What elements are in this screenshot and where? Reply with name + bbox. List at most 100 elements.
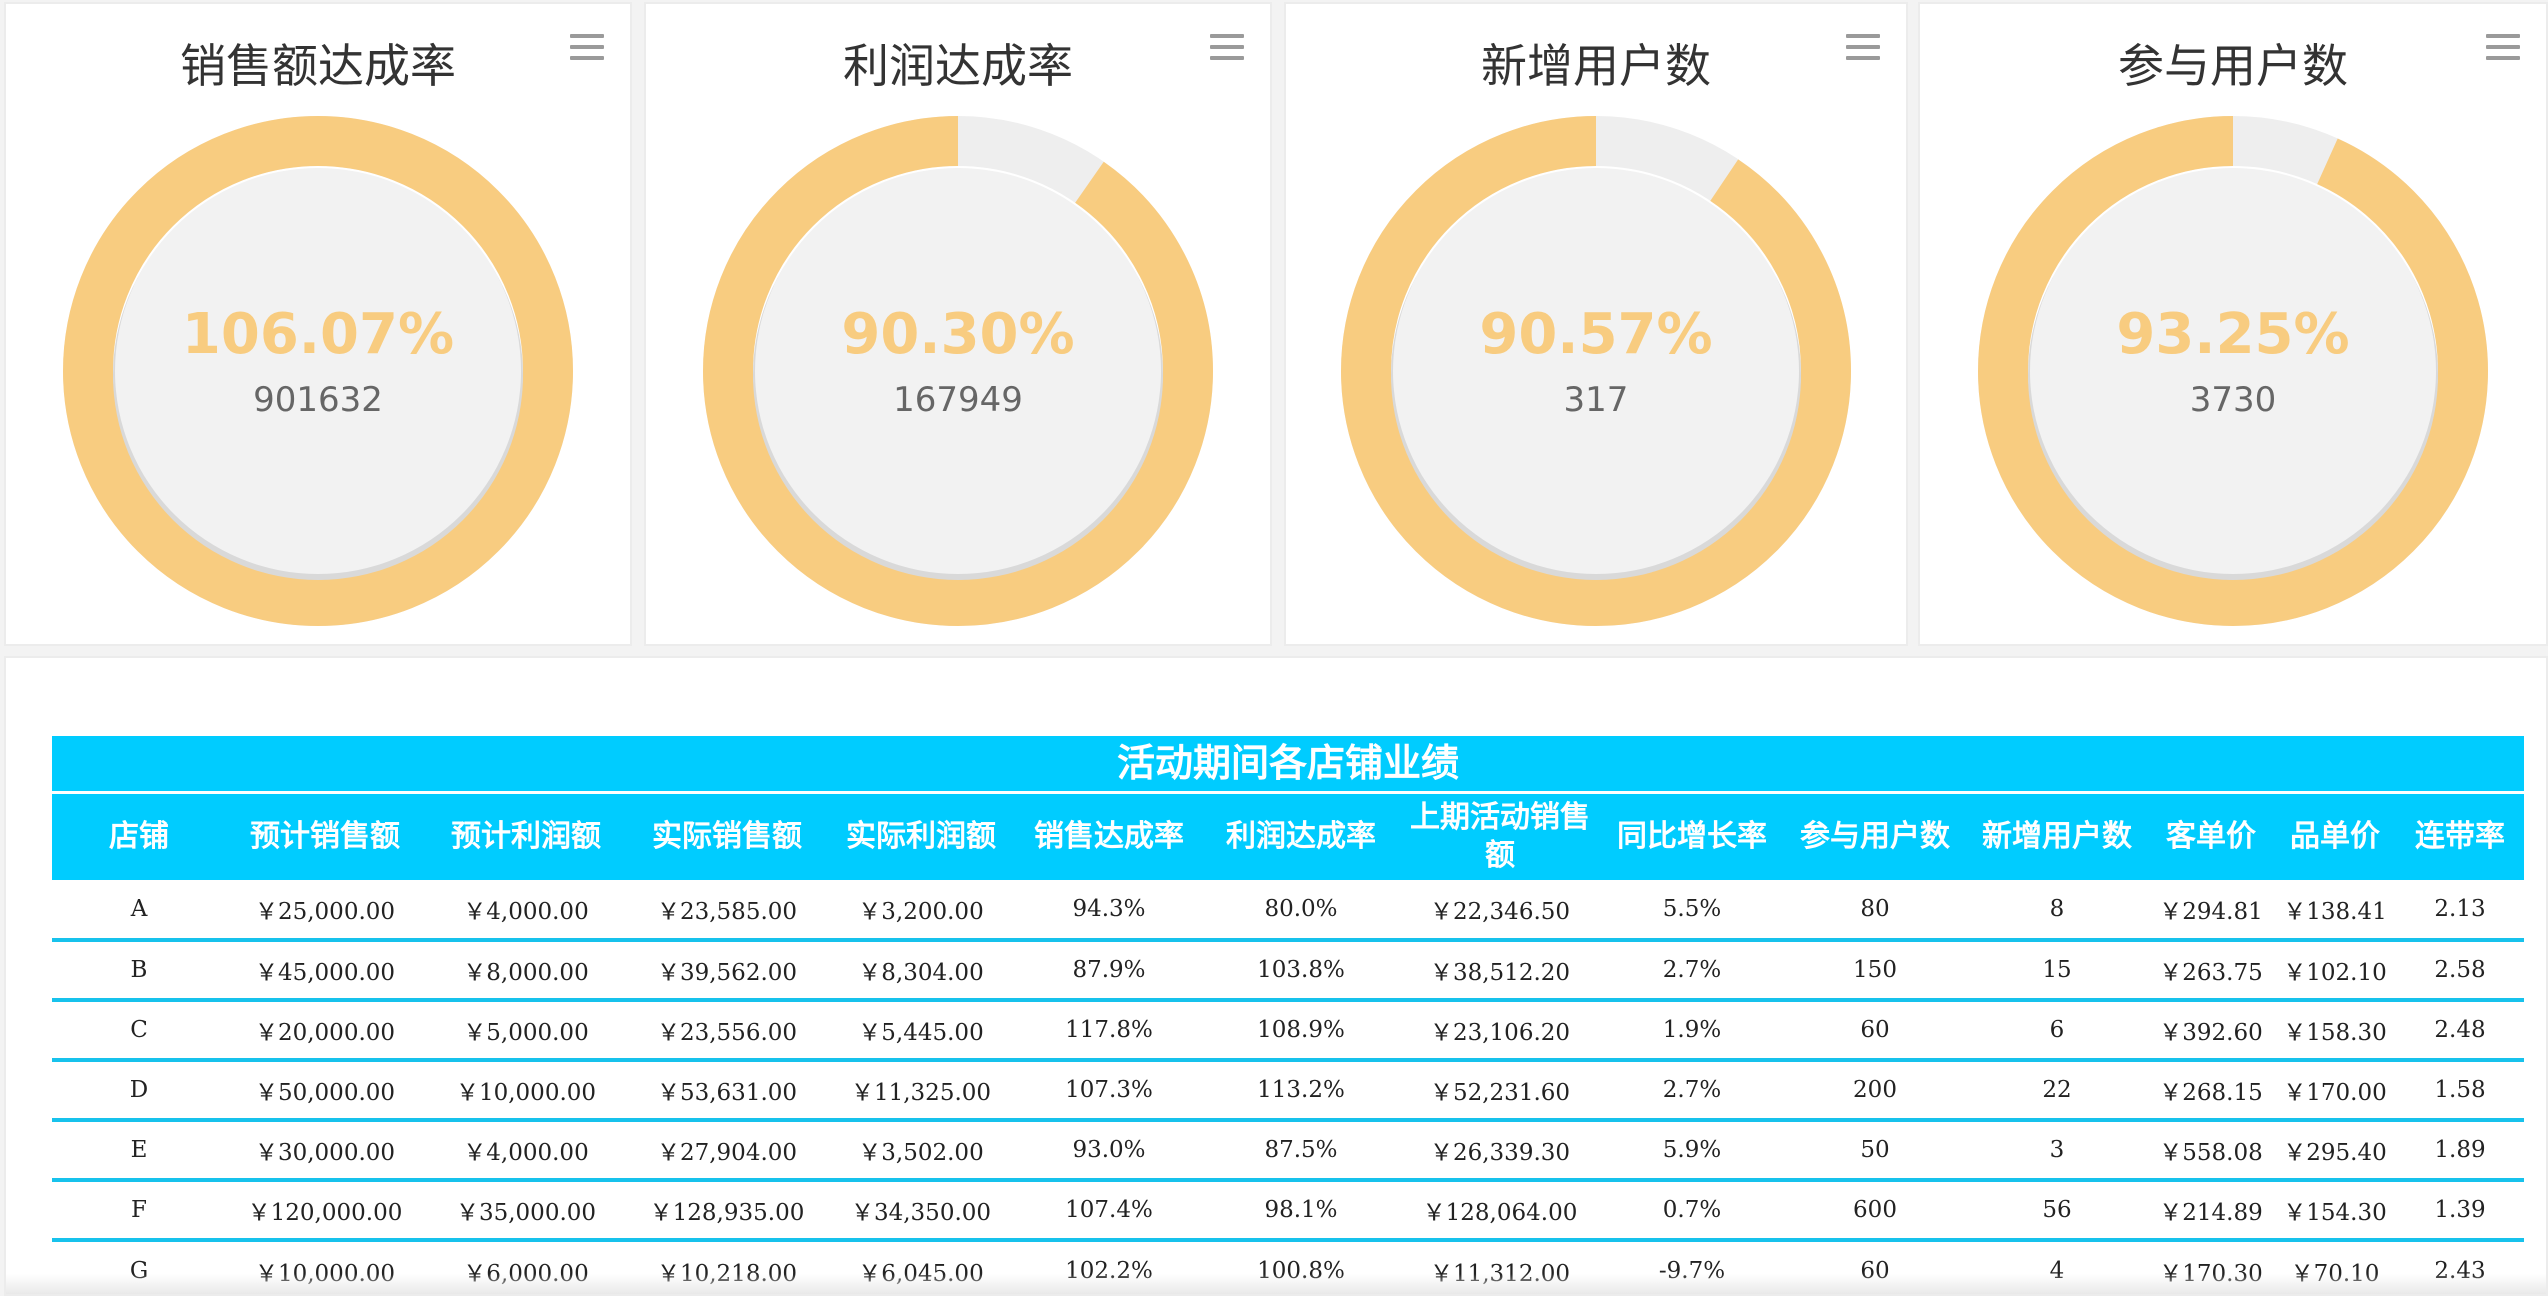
gauge-percent: 93.25% bbox=[2116, 302, 2350, 367]
table-cell: 2.7% bbox=[1600, 940, 1784, 1002]
table-cell: 80 bbox=[1784, 880, 1966, 942]
table-cell: 1.9% bbox=[1600, 1000, 1784, 1062]
table-cell: 113.2% bbox=[1202, 1060, 1400, 1122]
column-header: 实际利润额 bbox=[826, 792, 1016, 880]
gauge-card-profit-rate: 利润达成率 90.30% 167949 bbox=[644, 2, 1272, 646]
gauge-title: 利润达成率 bbox=[843, 39, 1073, 93]
table-cell: 200 bbox=[1784, 1060, 1966, 1122]
table-cell: ￥158.30 bbox=[2274, 1000, 2396, 1062]
column-header: 上期活动销售额 bbox=[1400, 792, 1600, 880]
hamburger-menu-icon[interactable] bbox=[1846, 34, 1880, 62]
table-cell: 2.58 bbox=[2396, 940, 2525, 1002]
table-cell: ￥120,000.00 bbox=[226, 1180, 424, 1242]
table-cell: ￥34,350.00 bbox=[826, 1180, 1016, 1242]
gauge-percent: 106.07% bbox=[181, 302, 455, 367]
table-cell: C bbox=[52, 1000, 226, 1062]
gauge-count: 317 bbox=[1563, 380, 1629, 420]
table-cell: 108.9% bbox=[1202, 1000, 1400, 1062]
table-cell: 98.1% bbox=[1202, 1180, 1400, 1242]
table-cell: ￥52,231.60 bbox=[1400, 1060, 1600, 1122]
table-cell: 107.4% bbox=[1016, 1180, 1202, 1242]
column-header: 同比增长率 bbox=[1600, 792, 1784, 880]
table-cell: 3 bbox=[1966, 1120, 2148, 1182]
table-cell: ￥214.89 bbox=[2148, 1180, 2274, 1242]
table-cell: B bbox=[52, 940, 226, 1002]
table-cell: ￥3,200.00 bbox=[826, 880, 1016, 942]
column-header: 实际销售额 bbox=[628, 792, 826, 880]
table-cell: ￥25,000.00 bbox=[226, 880, 424, 942]
table-cell: 80.0% bbox=[1202, 880, 1400, 942]
table-cell: ￥170.00 bbox=[2274, 1060, 2396, 1122]
bottom-fade bbox=[6, 1274, 2546, 1294]
table-cell: ￥26,339.30 bbox=[1400, 1120, 1600, 1182]
table-cell: ￥268.15 bbox=[2148, 1060, 2274, 1122]
table-cell: D bbox=[52, 1060, 226, 1122]
column-header: 利润达成率 bbox=[1202, 792, 1400, 880]
table-cell: 103.8% bbox=[1202, 940, 1400, 1002]
table-cell: 1.89 bbox=[2396, 1120, 2525, 1182]
table-cell: 600 bbox=[1784, 1180, 1966, 1242]
table-cell: ￥23,106.20 bbox=[1400, 1000, 1600, 1062]
gauge-card-sales-rate: 销售额达成率 106.07% 901632 bbox=[4, 2, 632, 646]
table-cell: ￥30,000.00 bbox=[226, 1120, 424, 1182]
gauge-progress-arc bbox=[1341, 116, 1851, 626]
gauge-ring bbox=[1978, 116, 2488, 626]
store-performance-table: 活动期间各店铺业绩 店铺 预计销售额 预计利润额 实际销售额 实际利润额 销售达成率 利润达… bbox=[52, 736, 2525, 1296]
table-cell: 87.5% bbox=[1202, 1120, 1400, 1182]
hamburger-menu-icon[interactable] bbox=[2486, 34, 2520, 62]
gauge-percent: 90.30% bbox=[841, 302, 1075, 367]
gauge-inner-disc bbox=[2030, 168, 2436, 574]
gauge-ring bbox=[703, 116, 1213, 626]
table-cell: ￥8,304.00 bbox=[826, 940, 1016, 1002]
table-cell: 22 bbox=[1966, 1060, 2148, 1122]
table-cell: 150 bbox=[1784, 940, 1966, 1002]
table-cell: ￥102.10 bbox=[2274, 940, 2396, 1002]
table-cell: F bbox=[52, 1180, 226, 1242]
table-cell: ￥53,631.00 bbox=[628, 1060, 826, 1122]
column-header: 客单价 bbox=[2148, 792, 2274, 880]
gauge-title: 参与用户数 bbox=[2118, 39, 2348, 93]
table-cell: ￥11,325.00 bbox=[826, 1060, 1016, 1122]
table-cell: 117.8% bbox=[1016, 1000, 1202, 1062]
table-cell: 60 bbox=[1784, 1000, 1966, 1062]
table-cell: ￥20,000.00 bbox=[226, 1000, 424, 1062]
hamburger-menu-icon[interactable] bbox=[1210, 34, 1244, 62]
table-cell: ￥23,585.00 bbox=[628, 880, 826, 942]
gauge-title: 新增用户数 bbox=[1481, 39, 1711, 93]
table-cell: 50 bbox=[1784, 1120, 1966, 1182]
gauge-ring bbox=[1341, 116, 1851, 626]
table-cell: 87.9% bbox=[1016, 940, 1202, 1002]
table-cell: ￥38,512.20 bbox=[1400, 940, 1600, 1002]
table-cell: ￥23,556.00 bbox=[628, 1000, 826, 1062]
table-cell: 94.3% bbox=[1016, 880, 1202, 942]
table-cell: ￥294.81 bbox=[2148, 880, 2274, 942]
table-cell: 6 bbox=[1966, 1000, 2148, 1062]
gauge-card-participating-users: 参与用户数 93.25% 3730 bbox=[1918, 2, 2548, 646]
gauge-inner-disc bbox=[115, 168, 521, 574]
table-cell: ￥5,000.00 bbox=[424, 1000, 628, 1062]
table-cell: ￥45,000.00 bbox=[226, 940, 424, 1002]
column-header: 销售达成率 bbox=[1016, 792, 1202, 880]
hamburger-menu-icon[interactable] bbox=[570, 34, 604, 62]
table-row: E ￥30,000.00 ￥4,000.00 ￥27,904.00 ￥3,502.00 9… bbox=[52, 1120, 2525, 1182]
table-cell: ￥39,562.00 bbox=[628, 940, 826, 1002]
table-cell: 56 bbox=[1966, 1180, 2148, 1242]
gauge: 106.07% 901632 bbox=[63, 116, 573, 626]
gauge-count: 167949 bbox=[893, 380, 1023, 420]
gauge-progress-arc bbox=[63, 116, 573, 626]
table-cell: ￥128,064.00 bbox=[1400, 1180, 1600, 1242]
column-header: 预计销售额 bbox=[226, 792, 424, 880]
table-cell: ￥10,000.00 bbox=[424, 1060, 628, 1122]
table-cell: ￥4,000.00 bbox=[424, 880, 628, 942]
table-cell: ￥263.75 bbox=[2148, 940, 2274, 1002]
table-cell: 5.9% bbox=[1600, 1120, 1784, 1182]
table-cell: 15 bbox=[1966, 940, 2148, 1002]
gauge-progress-arc bbox=[703, 116, 1213, 626]
table-cell: ￥8,000.00 bbox=[424, 940, 628, 1002]
gauge-count: 3730 bbox=[2189, 380, 2277, 420]
table-cell: 1.58 bbox=[2396, 1060, 2525, 1122]
table-cell: ￥4,000.00 bbox=[424, 1120, 628, 1182]
table-row: D ￥50,000.00 ￥10,000.00 ￥53,631.00 ￥11,325.0… bbox=[52, 1060, 2525, 1122]
table-cell: ￥35,000.00 bbox=[424, 1180, 628, 1242]
gauge-card-new-users: 新增用户数 90.57% 317 bbox=[1284, 2, 1908, 646]
